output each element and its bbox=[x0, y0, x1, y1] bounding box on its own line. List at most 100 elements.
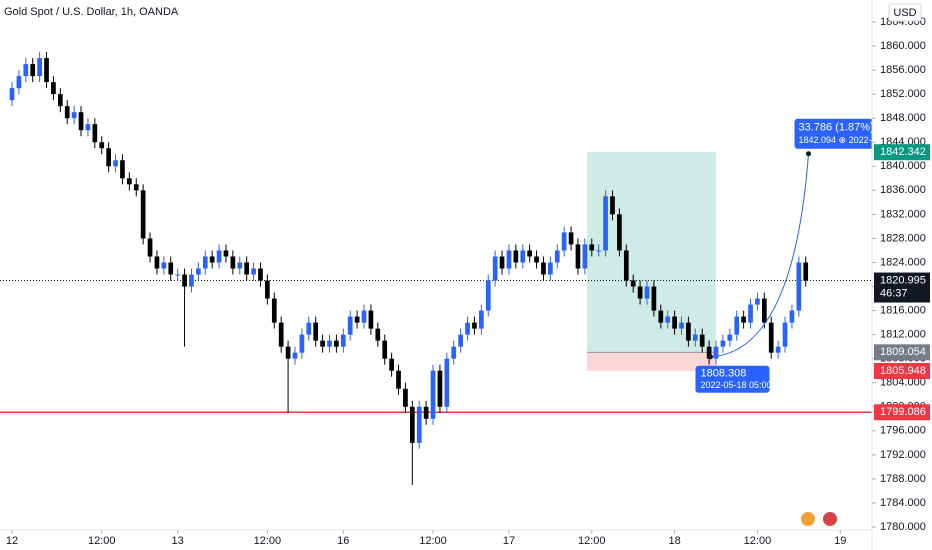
candle-body bbox=[775, 346, 781, 353]
candle-body bbox=[665, 316, 671, 323]
measure-label-box bbox=[794, 118, 872, 149]
y-tick-label: 1860.000 bbox=[880, 40, 926, 52]
candle-body bbox=[437, 370, 443, 407]
candle-body bbox=[458, 334, 463, 347]
x-tick-label: 12:00 bbox=[578, 535, 606, 547]
x-tick-label: 12:00 bbox=[254, 535, 282, 547]
candle-body bbox=[271, 298, 277, 323]
candle-body bbox=[423, 406, 429, 419]
candle-body bbox=[71, 112, 77, 119]
measure-curve bbox=[710, 153, 810, 358]
x-tick-label: 12:00 bbox=[744, 535, 772, 547]
candle-body bbox=[354, 316, 360, 323]
support-label: 1799.086 bbox=[880, 406, 926, 418]
candle-body bbox=[534, 256, 539, 263]
candle-body bbox=[782, 322, 788, 347]
y-tick-label: 1840.000 bbox=[880, 160, 926, 172]
axes: 1780.000 1784.000 1788.000 1792.000 1796.000… bbox=[6, 16, 930, 547]
candle-body bbox=[706, 346, 712, 359]
currency-box bbox=[888, 3, 922, 22]
candle-body bbox=[485, 280, 491, 311]
candle-body bbox=[520, 250, 526, 263]
measure-point bbox=[806, 151, 812, 157]
candle-body bbox=[175, 274, 181, 276]
y-tick-label: 1780.000 bbox=[880, 521, 926, 533]
candle-body bbox=[223, 250, 229, 257]
candle-body bbox=[748, 304, 753, 323]
candle-body bbox=[9, 88, 15, 101]
y-tick-label: 1856.000 bbox=[880, 64, 926, 76]
x-tick-label: 12:00 bbox=[88, 535, 116, 547]
candle-body bbox=[382, 340, 388, 359]
candle-body bbox=[285, 346, 291, 359]
candle-body bbox=[548, 262, 553, 275]
candle-body bbox=[278, 322, 284, 347]
x-tick-label: 12 bbox=[6, 535, 18, 547]
candle-body bbox=[120, 160, 125, 179]
candle-body bbox=[568, 232, 574, 245]
y-tick-label: 1828.000 bbox=[880, 232, 926, 244]
x-tick-label: 12:00 bbox=[419, 535, 447, 547]
y-tick-label: 1804.000 bbox=[880, 377, 926, 389]
candle-body bbox=[554, 250, 560, 263]
candle-body bbox=[265, 280, 270, 299]
measure-start: 1808.308 bbox=[700, 368, 746, 380]
candle-body bbox=[230, 256, 236, 269]
candle-body bbox=[133, 184, 139, 191]
candle-body bbox=[37, 58, 42, 77]
candle-body bbox=[244, 262, 250, 275]
candle-body bbox=[403, 388, 408, 407]
candle-body bbox=[154, 256, 160, 269]
candle-body bbox=[340, 334, 346, 347]
candle-body bbox=[251, 268, 256, 275]
candle-body bbox=[313, 322, 319, 341]
candle-body bbox=[630, 280, 636, 287]
candle-body bbox=[51, 82, 56, 95]
candle-body bbox=[306, 322, 312, 335]
candle-body bbox=[334, 340, 339, 347]
candle-body bbox=[472, 322, 477, 329]
candle-body bbox=[430, 370, 436, 419]
candle-body bbox=[692, 334, 698, 341]
candle-body bbox=[699, 334, 705, 347]
y-tick-label: 1796.000 bbox=[880, 425, 926, 437]
candle-body bbox=[610, 196, 615, 215]
candle-body bbox=[85, 124, 91, 131]
candle-body bbox=[64, 106, 70, 119]
candle-body bbox=[23, 64, 29, 77]
candle-body bbox=[361, 310, 367, 323]
candle-body bbox=[209, 256, 215, 263]
y-tick-label: 1784.000 bbox=[880, 497, 926, 509]
candle-body bbox=[803, 262, 809, 281]
x-tick-label: 16 bbox=[337, 535, 349, 547]
y-tick-label: 1788.000 bbox=[880, 473, 926, 485]
currency: USD bbox=[893, 7, 916, 19]
y-tick-label: 1836.000 bbox=[880, 184, 926, 196]
y-tick-label: 1848.000 bbox=[880, 112, 926, 124]
measure-start-box bbox=[695, 365, 770, 393]
candle-body bbox=[30, 64, 36, 77]
target-label: 1842.342 bbox=[880, 146, 926, 158]
candle-body bbox=[375, 328, 381, 341]
candle-body bbox=[182, 274, 187, 287]
candle-body bbox=[57, 94, 63, 107]
y-tick-label: 1832.000 bbox=[880, 208, 926, 220]
candle-body bbox=[658, 310, 664, 323]
candle-body bbox=[589, 244, 595, 251]
support-label-box bbox=[874, 404, 930, 421]
candle-body bbox=[761, 298, 767, 323]
candle-body bbox=[196, 268, 201, 275]
candle-body bbox=[292, 352, 298, 359]
candle-body bbox=[147, 238, 153, 257]
candle-body bbox=[720, 340, 726, 347]
candle-body bbox=[347, 316, 353, 335]
candle-body bbox=[679, 322, 684, 329]
candle-body bbox=[741, 316, 746, 323]
candle-body bbox=[189, 274, 194, 287]
last-price-box bbox=[874, 272, 930, 303]
candle-body bbox=[755, 298, 760, 305]
candle-body bbox=[44, 58, 49, 83]
candle-body bbox=[637, 286, 643, 299]
measure-change: 33.786 (1.87%) bbox=[799, 122, 874, 134]
